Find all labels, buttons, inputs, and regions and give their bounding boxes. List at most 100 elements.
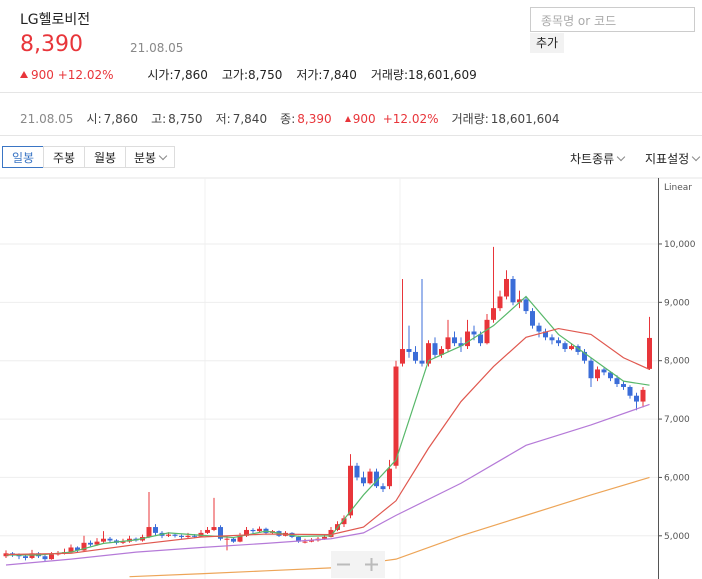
candle: [348, 454, 353, 519]
divider: [0, 135, 702, 136]
candle-body: [185, 535, 191, 537]
candle: [510, 276, 516, 306]
candle: [445, 319, 451, 352]
candle-body: [257, 528, 262, 532]
candle: [257, 526, 262, 533]
candle-body: [627, 386, 633, 396]
candle-body: [504, 278, 509, 297]
candle-body: [523, 299, 529, 312]
candle-body: [582, 351, 587, 361]
candle-body: [81, 542, 87, 551]
tab[interactable]: 주봉: [43, 146, 85, 168]
candle-body: [471, 331, 477, 335]
candle: [627, 385, 633, 399]
candle: [634, 392, 639, 411]
y-tick-label: 5,000: [664, 532, 690, 542]
up-icon: [20, 71, 28, 78]
candle: [582, 349, 587, 364]
candle: [367, 468, 373, 485]
candle: [374, 468, 379, 488]
y-tick-label: 8,000: [664, 357, 690, 367]
candle-body: [601, 369, 607, 373]
candle-body: [491, 308, 496, 320]
candle: [439, 346, 444, 358]
candle-body: [614, 378, 620, 385]
tab[interactable]: 분봉: [125, 146, 175, 168]
candle-body: [94, 541, 100, 545]
candle-body: [445, 337, 451, 350]
label: 시:: [86, 112, 102, 126]
candle: [224, 535, 230, 551]
stock-name: LG헬로비전: [20, 12, 91, 28]
date: 21.08.05: [130, 41, 184, 55]
tab[interactable]: 월봉: [84, 146, 126, 168]
y-tick-label: 9,000: [664, 298, 690, 308]
moving-average: [5, 327, 650, 556]
candle-body: [192, 535, 197, 537]
candle: [491, 246, 496, 323]
candle: [517, 290, 522, 309]
tab[interactable]: 일봉: [2, 146, 44, 168]
stat: 시가:7,860: [147, 68, 207, 82]
candle-body: [556, 340, 561, 344]
divider: [0, 92, 702, 93]
price: 8,390: [20, 32, 83, 57]
candle: [179, 534, 184, 539]
candle: [413, 346, 418, 364]
y-tick-label: 10,000: [664, 240, 696, 250]
candle-body: [439, 349, 444, 355]
add-button[interactable]: 추가: [530, 33, 564, 53]
candle: [387, 459, 392, 490]
menu[interactable]: 차트종류: [570, 150, 626, 167]
candle-body: [49, 554, 54, 560]
candle-body: [562, 343, 568, 350]
candle: [595, 366, 600, 382]
value: +12.02%: [382, 112, 439, 126]
stats: 시가:7,860 고가:8,750 저가:7,840 거래량:18,601,609: [147, 68, 490, 82]
candle-body: [510, 278, 516, 303]
candle: [504, 270, 509, 300]
candle-body: [88, 542, 93, 545]
candle: [465, 319, 470, 350]
candle-body: [237, 535, 243, 542]
candle: [621, 381, 626, 390]
candle-body: [374, 471, 379, 487]
candle: [172, 533, 178, 538]
candle: [419, 278, 425, 367]
candle-body: [393, 366, 399, 466]
candle: [562, 341, 568, 352]
candle-body: [432, 343, 438, 355]
candle: [146, 492, 152, 539]
label: 저:: [215, 112, 231, 126]
menu[interactable]: 지표설정: [645, 150, 701, 167]
candle-body: [595, 369, 600, 379]
label: 거래량:: [451, 112, 489, 126]
candle-body: [634, 395, 639, 402]
candle-body: [452, 337, 457, 344]
stat-label: 거래량:: [370, 68, 408, 82]
candle: [608, 371, 613, 382]
candle: [523, 296, 529, 315]
candle-body: [120, 541, 126, 543]
candle-body: [153, 527, 158, 533]
candle-body: [484, 319, 490, 344]
candle-body: [367, 471, 373, 484]
search-box[interactable]: 종목명 or 코드: [530, 7, 695, 32]
change-pct: +12.02%: [57, 68, 114, 82]
candle: [536, 322, 542, 338]
candle: [218, 525, 223, 541]
candle-body: [458, 343, 464, 347]
candle: [614, 375, 620, 387]
candle-body: [322, 536, 327, 539]
label: 고:: [151, 112, 167, 126]
candle-body: [341, 518, 347, 525]
candle-body: [387, 468, 392, 487]
stat: 고가:8,750: [222, 68, 282, 82]
candle: [88, 540, 93, 547]
candle-body: [478, 334, 483, 344]
up-icon: [344, 116, 351, 122]
candle-body: [328, 529, 334, 537]
candle-body: [172, 534, 178, 536]
candle-body: [205, 529, 210, 533]
candle: [211, 497, 217, 532]
